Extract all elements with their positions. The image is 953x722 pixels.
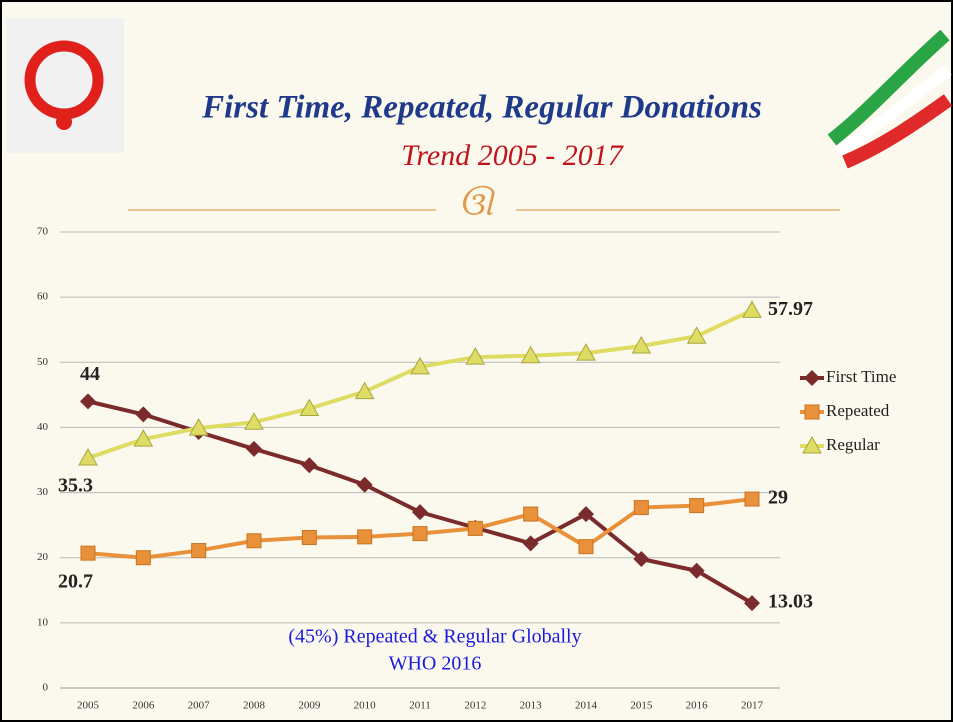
data-label: 20.7 <box>58 571 93 593</box>
point <box>412 526 428 542</box>
point <box>520 345 541 364</box>
point <box>523 506 539 522</box>
chart-subtitle: Trend 2005 - 2017 <box>401 139 624 172</box>
x-tick-label: 2014 <box>575 700 598 712</box>
data-label: 57.97 <box>768 298 813 320</box>
point <box>133 429 154 447</box>
logo-drop <box>56 114 72 130</box>
legend-label: Repeated <box>826 401 890 420</box>
chart-title: First Time, Repeated, Regular Donations <box>201 90 762 126</box>
y-tick-label: 10 <box>37 616 49 628</box>
x-tick-label: 2008 <box>243 700 266 712</box>
x-tick-label: 2013 <box>520 700 543 712</box>
point <box>686 326 707 344</box>
point <box>412 504 428 521</box>
x-tick-label: 2015 <box>630 700 653 712</box>
x-tick-label: 2010 <box>354 700 377 712</box>
point <box>80 545 96 561</box>
point <box>356 476 373 493</box>
y-tick-label: 70 <box>37 226 49 238</box>
point <box>522 535 539 552</box>
point <box>191 543 207 559</box>
point <box>633 500 649 516</box>
data-label: 13.03 <box>768 591 813 613</box>
point <box>246 533 262 549</box>
y-tick-label: 40 <box>37 421 49 433</box>
data-label: 44 <box>80 363 100 385</box>
point <box>80 393 96 410</box>
y-tick-label: 20 <box>37 551 49 563</box>
legend-label: First Time <box>826 367 896 386</box>
point <box>578 506 594 523</box>
legend-marker <box>804 370 820 386</box>
point <box>689 498 705 514</box>
point <box>354 381 375 400</box>
x-tick-label: 2016 <box>686 700 709 712</box>
point <box>631 335 652 354</box>
point <box>576 343 596 361</box>
point <box>244 412 264 430</box>
point <box>299 398 320 417</box>
point <box>467 520 483 536</box>
legend-label: Regular <box>826 435 880 454</box>
point <box>301 530 317 546</box>
point <box>78 448 98 466</box>
logo-left <box>6 18 124 153</box>
point <box>742 300 762 318</box>
point <box>246 440 262 457</box>
point <box>633 551 650 568</box>
x-tick-label: 2017 <box>741 700 764 712</box>
x-tick-label: 2009 <box>298 700 321 712</box>
legend-marker <box>804 404 820 420</box>
point <box>357 529 373 545</box>
point <box>135 406 152 423</box>
point <box>688 562 705 579</box>
x-tick-label: 2012 <box>464 700 486 712</box>
point <box>410 356 430 375</box>
x-tick-label: 2011 <box>409 700 431 712</box>
y-tick-label: 60 <box>37 291 49 303</box>
x-tick-label: 2005 <box>77 700 100 712</box>
point <box>301 457 318 474</box>
y-tick-label: 0 <box>43 682 49 694</box>
point <box>578 539 594 555</box>
annotation: WHO 2016 <box>389 653 482 675</box>
data-label: 29 <box>768 487 788 509</box>
point <box>744 491 760 507</box>
legend-marker <box>802 435 822 454</box>
y-tick-label: 30 <box>37 486 49 498</box>
logo-flag <box>827 29 953 169</box>
point <box>744 595 760 612</box>
point <box>188 418 209 436</box>
data-label: 35.3 <box>58 475 93 497</box>
ornament: ઊ <box>458 185 495 223</box>
divider-gap <box>436 192 516 226</box>
point <box>465 347 486 365</box>
annotation: (45%) Repeated & Regular Globally <box>288 626 581 648</box>
x-tick-label: 2006 <box>132 700 155 712</box>
x-tick-label: 2007 <box>188 700 211 712</box>
point <box>135 550 151 566</box>
y-tick-label: 50 <box>37 356 49 368</box>
